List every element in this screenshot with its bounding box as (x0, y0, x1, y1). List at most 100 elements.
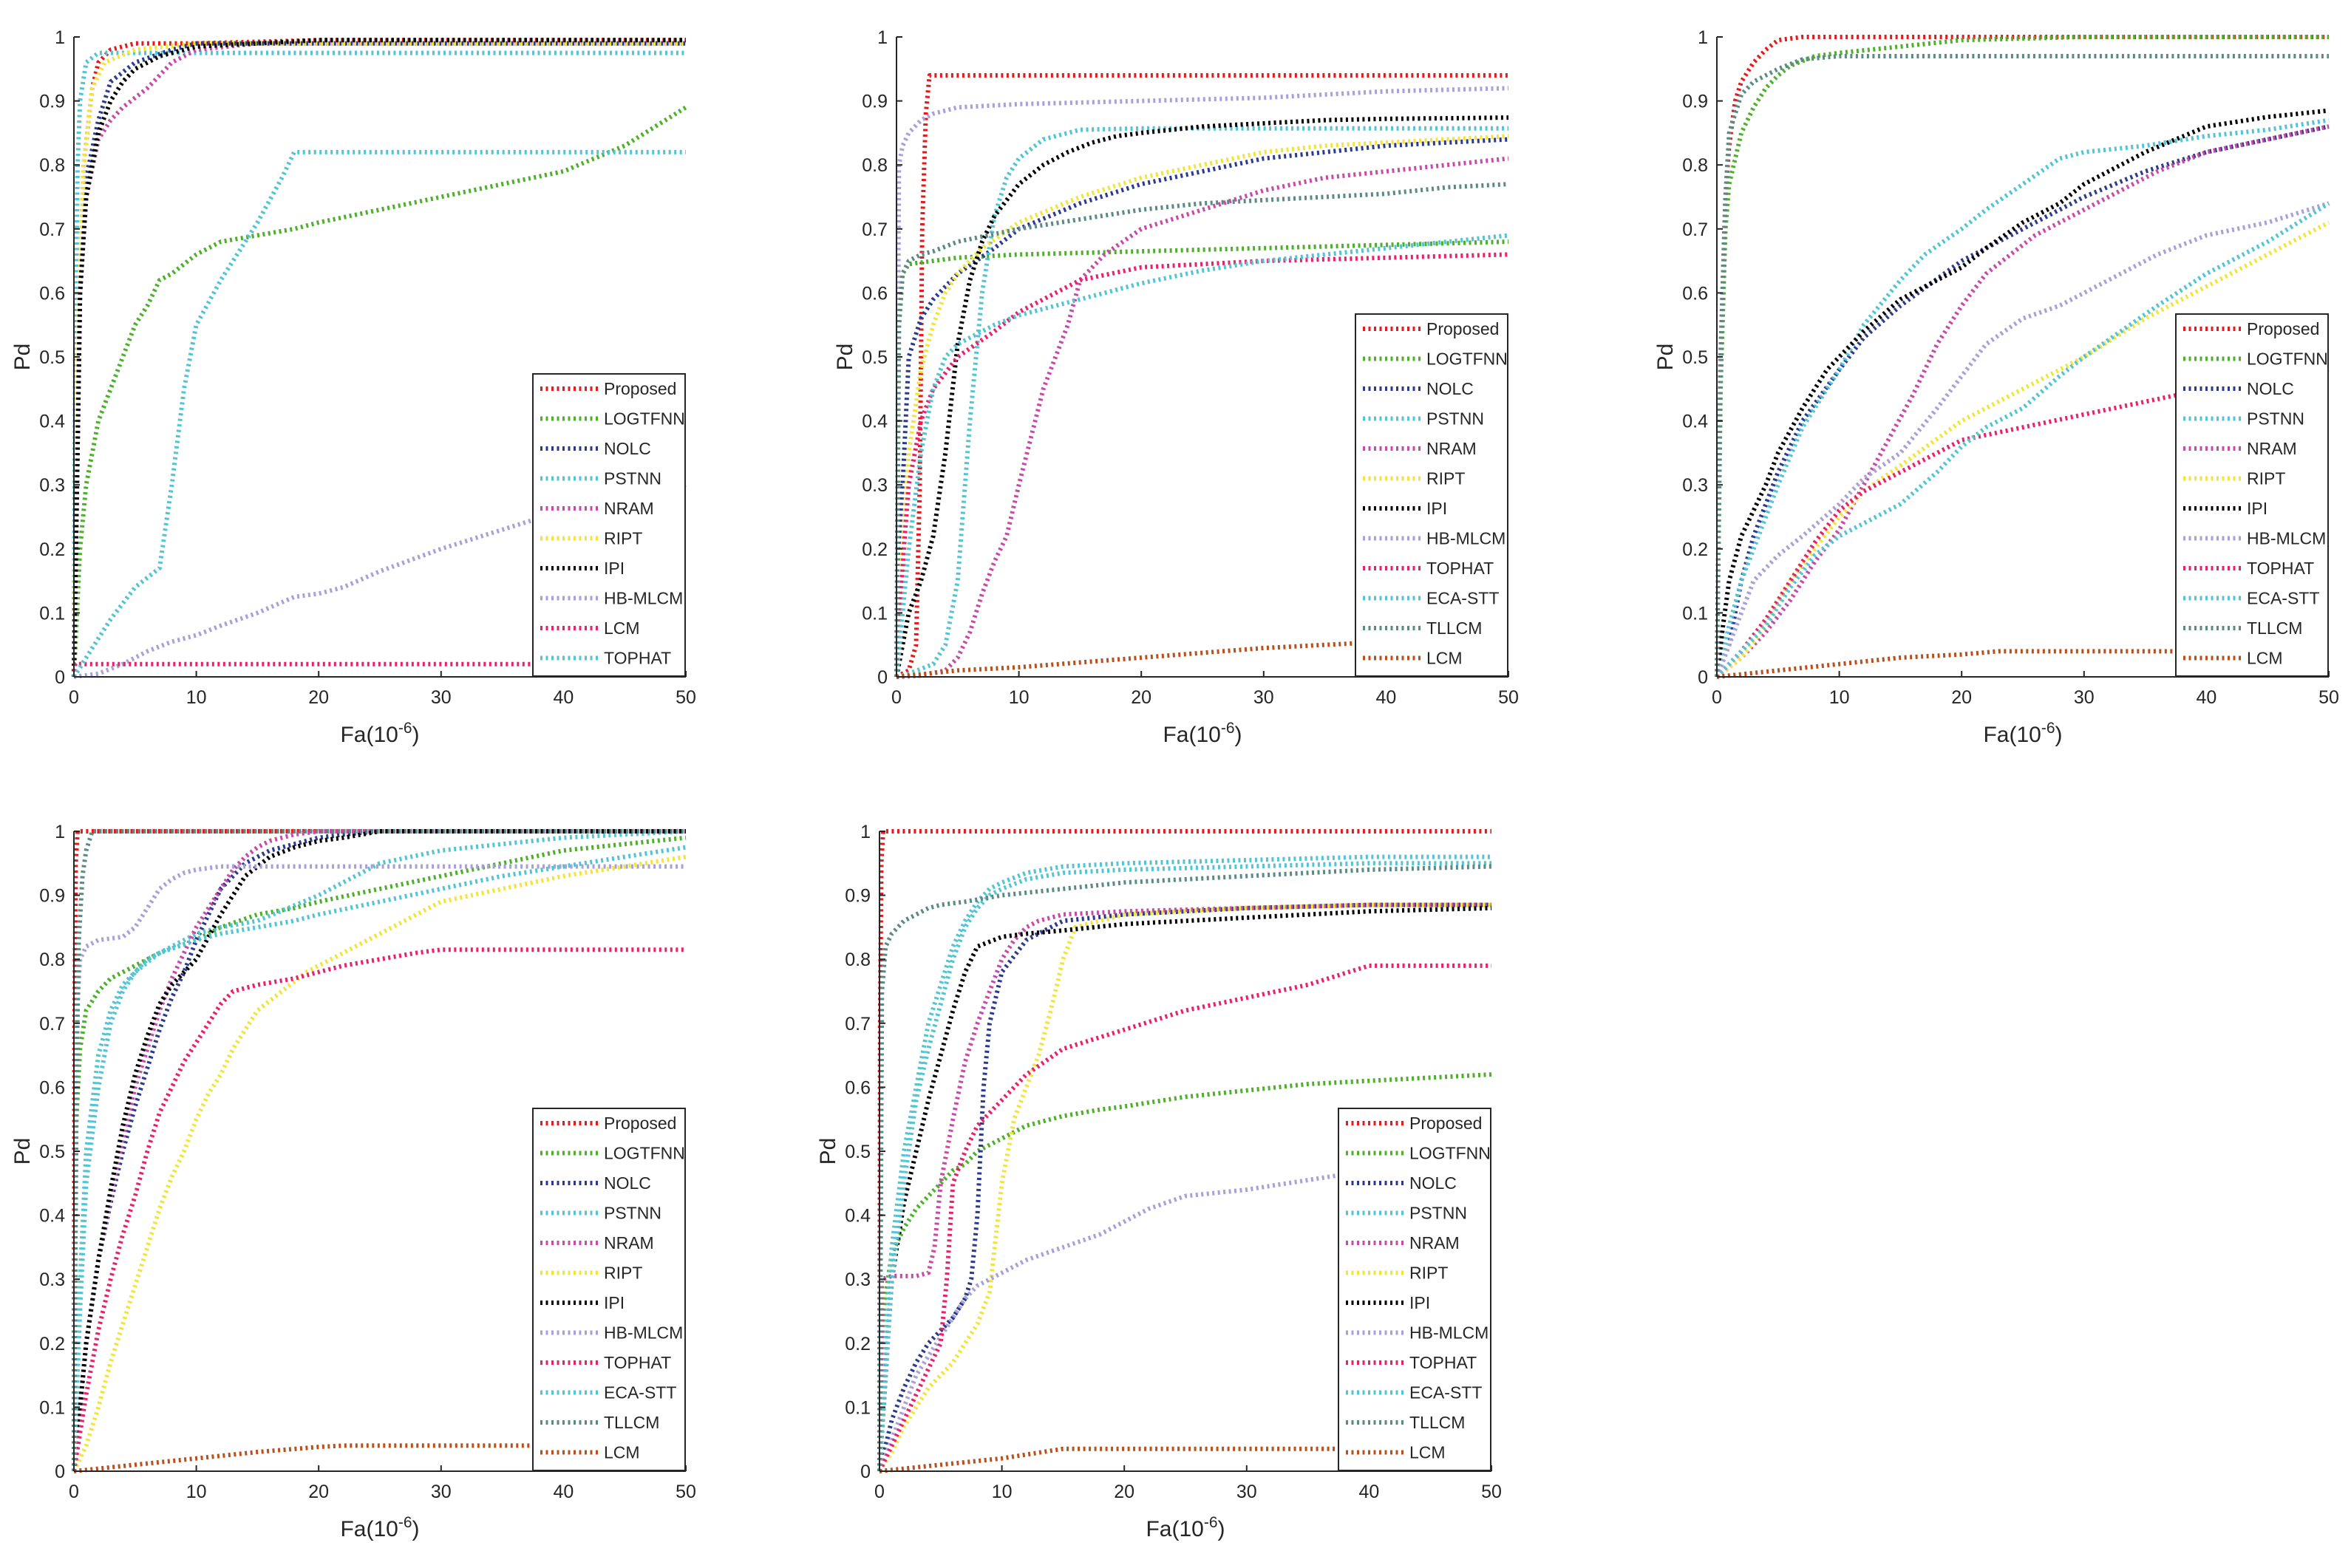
x-tick-label: 50 (1498, 687, 1519, 708)
y-tick-label: 0.5 (1682, 347, 1708, 368)
legend-label: PSTNN (1409, 1204, 1467, 1223)
y-tick-label: 0.9 (845, 886, 871, 907)
x-tick-label: 30 (431, 1482, 452, 1502)
series-line-lcm (73, 1443, 686, 1473)
legend-label: NRAM (1426, 439, 1477, 458)
series-line-ript (1715, 220, 2330, 679)
legend-label: IPI (604, 559, 625, 578)
x-tick-label: 10 (1829, 687, 1850, 708)
series-line-pstnn (1715, 117, 2330, 678)
series-group (1715, 35, 2330, 679)
legend-label: TOPHAT (604, 649, 671, 668)
y-tick-label: 0 (1698, 667, 1708, 688)
legend-label: RIPT (604, 529, 642, 548)
y-tick-label: 0.7 (1682, 219, 1708, 240)
y-tick-label: 0 (860, 1462, 871, 1482)
legend-label: Proposed (2247, 319, 2319, 338)
legend-label: LOGTFNN (604, 1144, 685, 1163)
y-tick-label: 0.5 (862, 347, 888, 368)
legend-label: NRAM (2247, 439, 2297, 458)
y-tick-label: 0 (55, 667, 65, 688)
legend-label: PSTNN (2247, 409, 2304, 429)
legend: Proposed LOGTFNN NOLC PSTNN NRAM RIPT IPI HB-ML… (532, 1108, 686, 1471)
legend-box (1355, 313, 1508, 677)
legend-label: LCM (604, 618, 640, 638)
legend-label: NOLC (1409, 1173, 1457, 1193)
x-tick-label: 30 (431, 687, 452, 708)
y-tick-label: 1 (55, 822, 65, 842)
chart-panel-5: 00.10.20.30.40.50.60.70.80.910 10 20 30 40 50… (816, 822, 1502, 1541)
x-axis-label: Fa(10-6) (1983, 720, 2062, 747)
y-axis-label: Pd (10, 344, 35, 371)
series-line-proposed (895, 73, 1508, 679)
x-tick-label: 50 (1481, 1482, 1502, 1502)
legend-label: ECA-STT (604, 1383, 676, 1402)
y-tick-label: 0.8 (39, 950, 65, 970)
y-tick-label: 0.8 (862, 155, 888, 176)
y-tick-label: 0.8 (39, 155, 65, 176)
series-line-hb-mlcm (877, 1155, 1492, 1473)
legend-label: Proposed (604, 379, 676, 398)
x-tick-label: 10 (1009, 687, 1030, 708)
y-tick-label: 0.5 (845, 1142, 871, 1162)
series-line-eca-stt (1715, 201, 2330, 679)
y-tick-label: 0.4 (845, 1206, 871, 1227)
legend: Proposed LOGTFNN NOLC PSTNN NRAM RIPT IPI HB-ML… (2175, 313, 2329, 677)
legend-label: RIPT (1426, 469, 1465, 488)
y-tick-label: 1 (877, 27, 888, 48)
y-tick-label: 0.6 (1682, 283, 1708, 304)
series-line-pstnn (896, 126, 1508, 679)
legend-label: TOPHAT (1409, 1353, 1477, 1372)
y-tick-label: 0.8 (845, 950, 871, 970)
y-tick-label: 0.7 (862, 219, 888, 240)
y-tick-label: 0.4 (862, 412, 888, 432)
series-line-tllcm (894, 182, 1509, 678)
x-axis-label: Fa(10-6) (1163, 720, 1242, 747)
x-tick-label: 40 (2196, 687, 2216, 708)
y-tick-label: 0.6 (39, 283, 65, 304)
y-tick-label: 1 (860, 822, 871, 842)
x-tick-label: 40 (1375, 687, 1396, 708)
x-tick-label: 40 (553, 1482, 574, 1502)
y-tick-label: 0.4 (1682, 412, 1708, 432)
y-tick-label: 0.6 (39, 1077, 65, 1098)
series-line-hb-mlcm (894, 86, 1509, 678)
legend-label: NOLC (604, 439, 651, 458)
y-tick-label: 0.4 (39, 412, 65, 432)
legend-box (2175, 313, 2329, 677)
legend-label: HB-MLCM (1426, 529, 1505, 548)
legend-label: NRAM (1409, 1233, 1460, 1252)
x-axis-label: Fa(10-6) (340, 720, 419, 747)
y-tick-label: 0.2 (862, 539, 888, 560)
x-tick-label: 0 (69, 687, 79, 708)
x-tick-label: 50 (2318, 687, 2339, 708)
y-tick-label: 0.2 (39, 539, 65, 560)
legend-label: ECA-STT (2247, 589, 2319, 608)
y-tick-label: 0.9 (39, 92, 65, 112)
legend-label: HB-MLCM (1409, 1323, 1488, 1343)
y-tick-label: 0.7 (845, 1014, 871, 1034)
legend-label: RIPT (604, 1264, 642, 1283)
x-tick-label: 10 (186, 1482, 207, 1502)
legend-label: LOGTFNN (604, 409, 685, 429)
legend-label: LCM (2247, 649, 2283, 668)
x-tick-label: 40 (553, 687, 574, 708)
series-line-proposed (877, 829, 1491, 1472)
legend-label: TLLCM (1409, 1413, 1465, 1432)
y-axis-label: Pd (10, 1138, 35, 1165)
legend-label: ECA-STT (1426, 589, 1499, 608)
legend-label: HB-MLCM (604, 1323, 683, 1343)
y-tick-label: 0.3 (862, 475, 888, 496)
y-tick-label: 0.5 (39, 347, 65, 368)
chart-panel-4: 00.10.20.30.40.50.60.70.80.910 10 20 30 40 50… (10, 822, 696, 1541)
legend-label: TOPHAT (604, 1353, 671, 1372)
legend-label: LCM (1426, 649, 1463, 668)
chart-panel-1: 00.10.20.30.40.50.60.70.80.910 10 20 30 40 50… (10, 27, 696, 747)
y-tick-label: 0.1 (39, 1397, 65, 1418)
x-tick-label: 40 (1358, 1482, 1379, 1502)
legend-label: PSTNN (604, 1204, 661, 1223)
series-line-nram (1715, 124, 2330, 679)
legend-box (532, 373, 686, 677)
y-tick-label: 0.3 (39, 475, 65, 496)
